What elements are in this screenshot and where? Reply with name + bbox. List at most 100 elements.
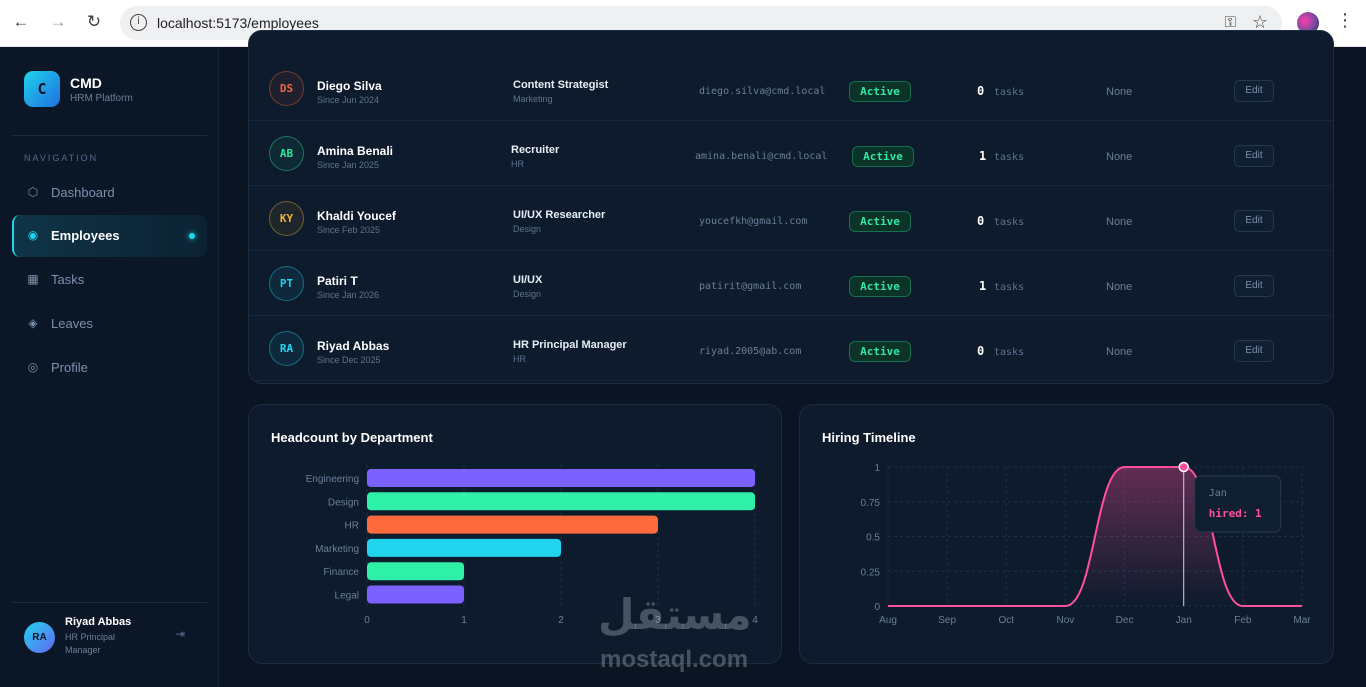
y-category-label: Finance: [323, 567, 359, 578]
employee-since: Since Dec 2025: [317, 355, 381, 365]
y-category-label: Engineering: [306, 474, 359, 485]
task-count: 1: [979, 279, 987, 293]
x-tick-label: 2: [558, 615, 564, 626]
bar-marketing[interactable]: [367, 538, 561, 557]
brand-subtitle: HRM Platform: [70, 93, 133, 104]
employee-avatar[interactable]: RA: [269, 331, 304, 366]
employee-name[interactable]: Riyad Abbas: [317, 339, 390, 353]
y-category-label: Design: [328, 497, 359, 508]
table-row: AB Amina Benali Since Jan 2025 Recruiter HR a…: [249, 121, 1333, 186]
sidebar-item-label: Tasks: [51, 272, 85, 287]
browser-menu-icon[interactable]: ⋮: [1336, 10, 1354, 30]
bar-finance[interactable]: [367, 562, 464, 581]
bookmark-star-icon[interactable]: ☆: [1251, 12, 1268, 32]
y-tick-label: 0.75: [861, 498, 881, 509]
sidebar: C CMD HRM Platform NAVIGATION ⬡ Dashboar…: [0, 47, 219, 687]
edit-button[interactable]: Edit: [1234, 275, 1274, 297]
bar-design[interactable]: [367, 492, 755, 511]
x-tick-label: 3: [655, 615, 661, 626]
employee-name[interactable]: Amina Benali: [317, 144, 394, 158]
y-category-label: HR: [345, 521, 359, 532]
employee-email: patirit@gmail.com: [699, 281, 802, 292]
watermark-logo: مستقل: [598, 591, 752, 638]
x-tick-label: Dec: [1116, 615, 1134, 626]
series-line[interactable]: [888, 466, 1302, 607]
edit-button[interactable]: Edit: [1234, 80, 1274, 102]
hover-point[interactable]: [1178, 461, 1189, 473]
sidebar-item-employees[interactable]: ◉ Employees: [12, 215, 207, 257]
y-tick-label: 0.5: [866, 533, 880, 544]
status-badge: Active: [852, 146, 914, 167]
employee-since: Since Feb 2025: [317, 225, 381, 235]
active-indicator-dot: [189, 233, 195, 239]
edit-button[interactable]: Edit: [1234, 340, 1274, 362]
employee-manager: None: [1106, 86, 1133, 98]
bar-hr[interactable]: [367, 515, 658, 534]
url-text[interactable]: localhost:5173/employees: [157, 15, 319, 31]
sidebar-item-tasks[interactable]: ▦ Tasks: [12, 259, 207, 301]
employee-role: Content Strategist: [513, 79, 609, 91]
profile-avatar-icon[interactable]: [1297, 12, 1319, 34]
edit-button[interactable]: Edit: [1234, 145, 1274, 167]
task-count-label: tasks: [994, 282, 1025, 293]
bar-legal[interactable]: [367, 585, 464, 604]
task-count: 0: [977, 344, 985, 358]
headcount-bar-chart: 0 1 2 3 4 Engineering Design HR Marketing Finance…: [306, 465, 758, 626]
nav-section-label: NAVIGATION: [24, 153, 99, 163]
y-category-label: Marketing: [315, 544, 359, 555]
bar-engineering[interactable]: [367, 469, 755, 487]
employee-manager: None: [1106, 216, 1133, 228]
sidebar-divider: [12, 602, 207, 603]
employee-since: Since Jun 2024: [317, 95, 380, 105]
status-badge: Active: [849, 276, 911, 297]
forward-icon[interactable]: →: [49, 12, 67, 31]
sidebar-item-profile[interactable]: ◎ Profile: [12, 347, 207, 389]
employee-role: UI/UX: [513, 274, 543, 286]
dashboard-icon: ⬡: [27, 185, 39, 199]
hiring-area-chart: 0 0.25 0.5 0.75 1 Aug Sep Oct Nov Dec Jan Feb Mar Jan…: [861, 461, 1311, 626]
status-badge: Active: [849, 211, 911, 232]
reload-icon[interactable]: ↻: [86, 12, 102, 31]
employees-table: DS Diego Silva Since Jun 2024 Content Strat…: [248, 30, 1334, 384]
app-logo[interactable]: C: [24, 71, 60, 107]
employee-name[interactable]: Diego Silva: [317, 79, 382, 93]
employee-manager: None: [1106, 281, 1133, 293]
employee-email: amina.benali@cmd.local: [695, 151, 828, 162]
sidebar-item-label: Leaves: [51, 316, 93, 331]
task-count-label: tasks: [994, 347, 1025, 358]
logout-icon[interactable]: ⇥: [175, 627, 186, 641]
sidebar-item-dashboard[interactable]: ⬡ Dashboard: [12, 172, 207, 214]
user-avatar[interactable]: RA: [24, 622, 55, 653]
x-tick-label: Feb: [1234, 615, 1252, 626]
sidebar-item-label: Profile: [51, 360, 88, 375]
employee-department: HR: [513, 354, 526, 364]
headcount-chart-card: Headcount by Department 0 1 2 3 4 Engineering…: [248, 404, 782, 664]
employee-department: Design: [513, 289, 542, 299]
y-tick-label: 0.25: [861, 567, 881, 578]
employee-avatar[interactable]: DS: [269, 71, 304, 106]
tooltip-label: Jan: [1209, 488, 1227, 499]
password-key-icon[interactable]: ⚿: [1224, 14, 1236, 31]
employee-since: Since Jan 2025: [317, 160, 380, 170]
site-info-icon[interactable]: i: [130, 14, 147, 31]
edit-button[interactable]: Edit: [1234, 210, 1274, 232]
leaves-icon: ◈: [28, 316, 38, 330]
back-icon[interactable]: ←: [12, 12, 30, 31]
employee-name[interactable]: Khaldi Youcef: [317, 209, 396, 223]
employee-manager: None: [1106, 151, 1133, 163]
x-tick-label: Nov: [1057, 615, 1075, 626]
employee-name[interactable]: Patiri T: [317, 274, 358, 288]
employees-icon: ◉: [27, 228, 39, 242]
employee-avatar[interactable]: AB: [269, 136, 304, 171]
profile-icon: ◎: [27, 360, 39, 374]
employee-email: diego.silva@cmd.local: [699, 86, 826, 97]
sidebar-item-leaves[interactable]: ◈ Leaves: [12, 303, 207, 345]
employee-role: HR Principal Manager: [513, 339, 627, 351]
employee-avatar[interactable]: KY: [269, 201, 304, 236]
task-count-label: tasks: [994, 217, 1025, 228]
sidebar-divider: [12, 135, 207, 136]
table-row: DS Diego Silva Since Jun 2024 Content Strat…: [249, 56, 1333, 121]
x-tick-label: Aug: [879, 615, 897, 626]
x-tick-label: Mar: [1293, 615, 1311, 626]
employee-avatar[interactable]: PT: [269, 266, 304, 301]
